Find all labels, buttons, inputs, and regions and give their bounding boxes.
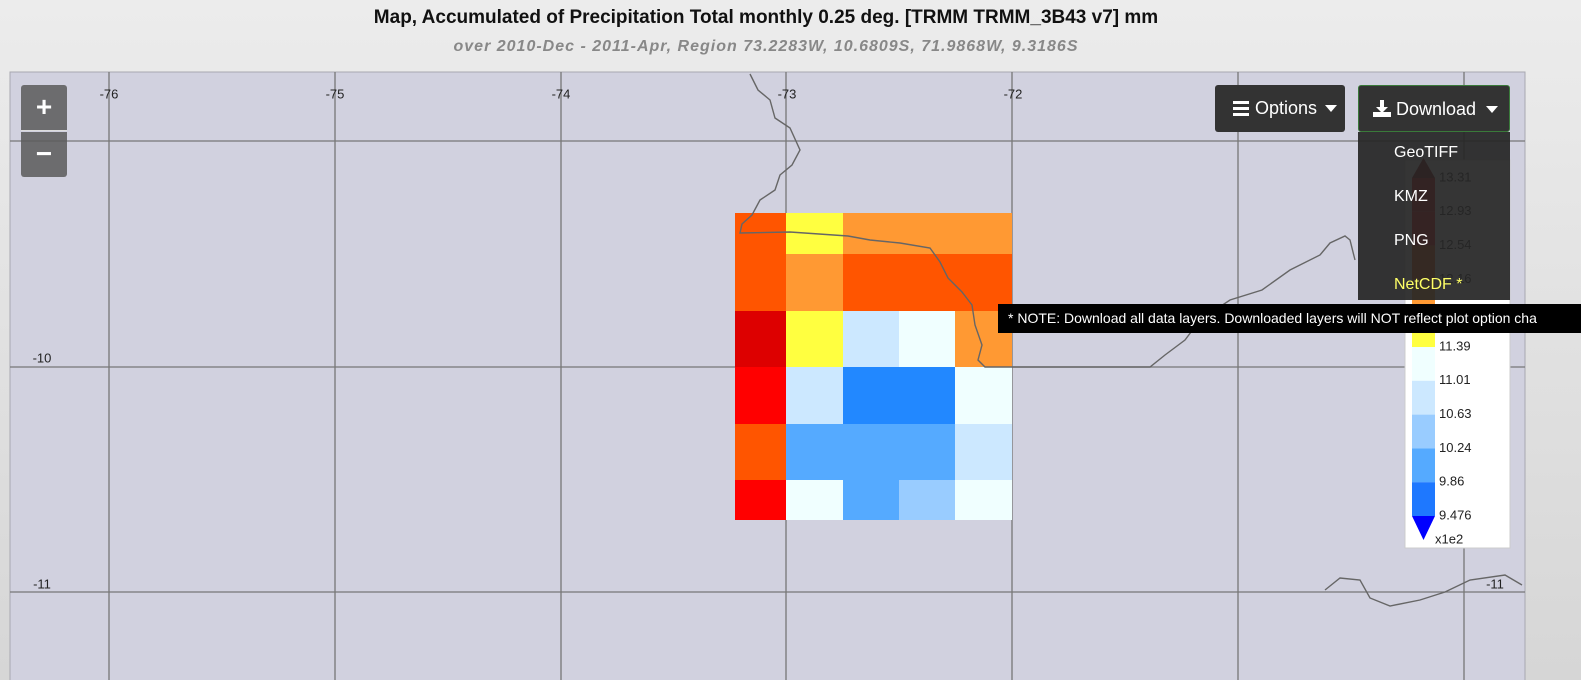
download-option[interactable]: KMZ [1394, 188, 1428, 205]
menu-icon [1233, 101, 1249, 116]
grid-cell [735, 311, 786, 367]
grid-cell [843, 424, 899, 480]
grid-cell [955, 254, 1012, 311]
legend-label: 10.24 [1439, 440, 1472, 455]
legend-swatch [1412, 482, 1435, 516]
grid-cell [843, 254, 899, 311]
grid-cell [899, 480, 955, 520]
grid-cell [955, 424, 1012, 480]
lat-label: -11 [33, 576, 51, 591]
download-label: Download [1396, 99, 1477, 119]
legend-label: 9.86 [1439, 474, 1464, 489]
legend-label: 11.01 [1439, 372, 1471, 387]
grid-cell [786, 367, 843, 424]
grid-cell [843, 311, 899, 367]
grid-cell [955, 480, 1012, 520]
legend-label: 10.63 [1439, 406, 1472, 421]
grid-cell [843, 213, 899, 254]
legend-swatch [1412, 347, 1435, 381]
lon-label: -75 [326, 86, 345, 101]
zoom-in-button[interactable]: + [21, 85, 67, 131]
options-label: Options [1255, 98, 1318, 118]
legend-label: 11.39 [1439, 338, 1471, 353]
grid-cell [735, 367, 786, 424]
legend-swatch [1412, 448, 1435, 483]
axis-labels: -76 -75 -74 -73 -72 -10 -11 -11 [33, 86, 1504, 591]
grid-cell [955, 367, 1012, 424]
legend-label: 9.476 [1439, 507, 1472, 522]
lat-label: -11 [1486, 576, 1504, 591]
grid-cell [735, 480, 786, 520]
download-note-tooltip: * NOTE: Download all data layers. Downlo… [998, 304, 1581, 333]
download-option[interactable]: PNG [1394, 232, 1429, 249]
legend-triangle [1412, 516, 1435, 540]
borders [739, 73, 1523, 607]
map-subtitle: over 2010-Dec - 2011-Apr, Region 73.2283… [453, 38, 1079, 55]
download-icon [1373, 100, 1391, 117]
map-title: Map, Accumulated of Precipitation Total … [373, 7, 1159, 28]
grid-cell [899, 254, 955, 311]
download-menu: GeoTIFF KMZ PNG NetCDF * [1358, 132, 1510, 300]
caret [1325, 105, 1337, 112]
grid-cell [955, 213, 1012, 254]
zoom-out-button[interactable]: − [21, 132, 67, 177]
grid-cell [735, 254, 786, 311]
lat-label: -10 [33, 350, 52, 365]
grid-cell [899, 311, 955, 367]
caret [1486, 106, 1498, 113]
data-grid [735, 213, 1012, 520]
grid-cell [786, 480, 843, 520]
lon-label: -73 [778, 86, 797, 101]
lon-label: -76 [100, 86, 119, 101]
legend-swatch [1412, 414, 1435, 449]
grid-cell [899, 367, 955, 424]
lon-label: -74 [552, 86, 571, 101]
download-option[interactable]: GeoTIFF [1394, 144, 1459, 161]
lon-label: -72 [1004, 86, 1023, 101]
grid-cell [843, 367, 899, 424]
download-option[interactable]: NetCDF * [1394, 276, 1463, 293]
grid-cell [843, 480, 899, 520]
legend-swatch [1412, 380, 1435, 415]
grid-cell [786, 424, 843, 480]
grid-cell [735, 424, 786, 480]
legend-unit: x1e2 [1435, 531, 1463, 546]
grid-cell [899, 424, 955, 480]
options-button[interactable]: Options [1215, 85, 1345, 132]
grid-cell [786, 311, 843, 367]
grid-cell [786, 254, 843, 311]
download-button[interactable]: Download [1358, 85, 1510, 132]
